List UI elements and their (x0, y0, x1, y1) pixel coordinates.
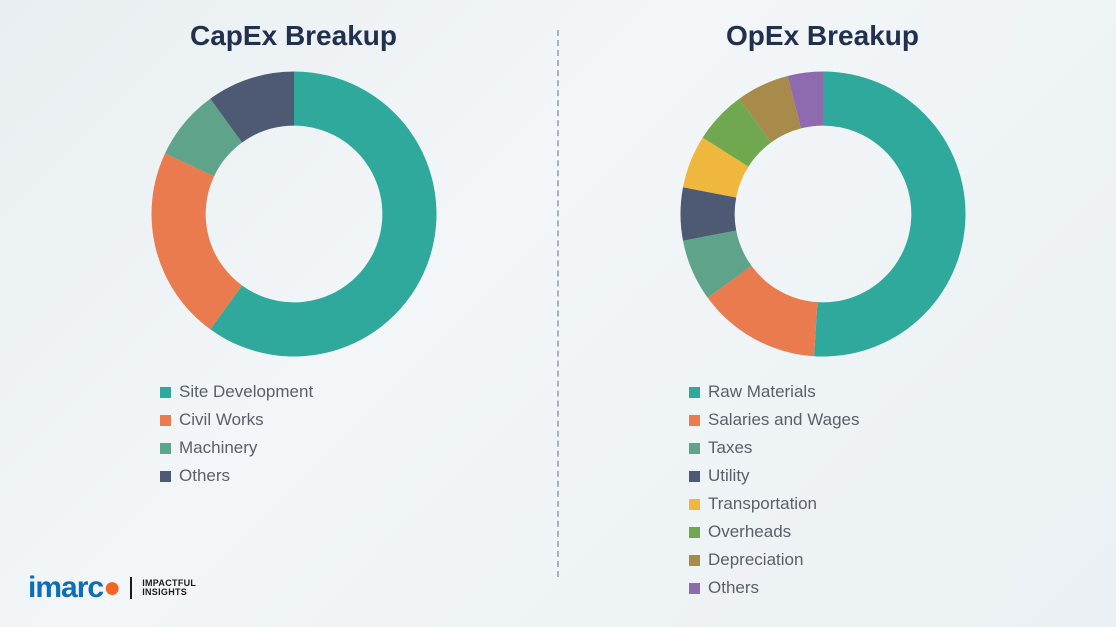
opex-legend: Raw Materials Salaries and Wages Taxes Util… (689, 382, 860, 606)
legend-label: Depreciation (708, 550, 803, 570)
legend-label: Utility (708, 466, 750, 486)
capex-donut (144, 64, 444, 364)
legend-swatch-icon (160, 387, 171, 398)
capex-legend-item-3: Others (160, 466, 313, 486)
legend-label: Others (179, 466, 230, 486)
opex-donut-svg (673, 64, 973, 364)
capex-legend-item-0: Site Development (160, 382, 313, 402)
donut-slice-0 (814, 72, 965, 357)
opex-legend-item-4: Transportation (689, 494, 860, 514)
opex-legend-item-1: Salaries and Wages (689, 410, 860, 430)
donut-slice-1 (151, 153, 242, 329)
legend-swatch-icon (160, 471, 171, 482)
opex-panel: OpEx Breakup Raw Materials Salaries and W… (559, 20, 1086, 617)
logo-separator (130, 577, 132, 599)
legend-swatch-icon (689, 387, 700, 398)
legend-swatch-icon (689, 471, 700, 482)
legend-label: Civil Works (179, 410, 264, 430)
legend-label: Salaries and Wages (708, 410, 860, 430)
legend-swatch-icon (689, 555, 700, 566)
legend-swatch-icon (689, 527, 700, 538)
capex-legend: Site Development Civil Works Machinery Othe… (160, 382, 313, 494)
opex-legend-item-0: Raw Materials (689, 382, 860, 402)
logo-mark: imarc● (28, 571, 120, 605)
capex-panel: CapEx Breakup Site Development Civil Work… (30, 20, 557, 617)
legend-label: Raw Materials (708, 382, 816, 402)
legend-label: Taxes (708, 438, 752, 458)
legend-label: Site Development (179, 382, 313, 402)
opex-title: OpEx Breakup (726, 20, 919, 52)
legend-swatch-icon (160, 443, 171, 454)
logo-tagline: IMPACTFUL INSIGHTS (142, 579, 196, 598)
legend-label: Machinery (179, 438, 257, 458)
capex-donut-svg (144, 64, 444, 364)
logo-text: imarc (28, 571, 103, 604)
legend-label: Transportation (708, 494, 817, 514)
legend-swatch-icon (689, 583, 700, 594)
legend-swatch-icon (689, 443, 700, 454)
logo-dot-icon: ● (103, 571, 120, 604)
legend-swatch-icon (160, 415, 171, 426)
capex-title: CapEx Breakup (190, 20, 397, 52)
opex-donut (673, 64, 973, 364)
capex-legend-item-2: Machinery (160, 438, 313, 458)
legend-label: Others (708, 578, 759, 598)
opex-legend-item-2: Taxes (689, 438, 860, 458)
opex-legend-item-5: Overheads (689, 522, 860, 542)
legend-swatch-icon (689, 415, 700, 426)
charts-container: CapEx Breakup Site Development Civil Work… (0, 0, 1116, 627)
capex-legend-item-1: Civil Works (160, 410, 313, 430)
opex-legend-item-6: Depreciation (689, 550, 860, 570)
brand-logo: imarc● IMPACTFUL INSIGHTS (28, 571, 196, 605)
logo-tag-line2: INSIGHTS (142, 587, 187, 597)
opex-legend-item-7: Others (689, 578, 860, 598)
opex-legend-item-3: Utility (689, 466, 860, 486)
legend-label: Overheads (708, 522, 791, 542)
legend-swatch-icon (689, 499, 700, 510)
